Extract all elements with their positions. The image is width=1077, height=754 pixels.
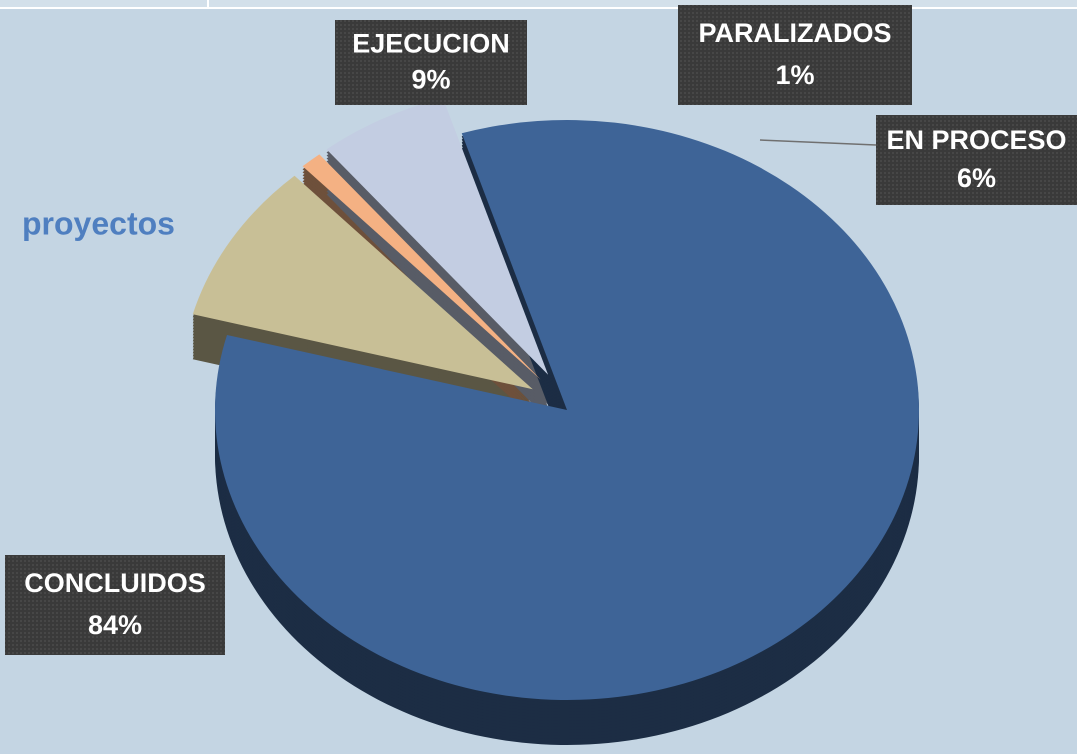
label-box xyxy=(335,20,527,105)
label-box xyxy=(5,555,225,655)
leader-line xyxy=(759,139,877,146)
label-box xyxy=(678,5,912,105)
top-band xyxy=(0,0,1077,8)
slice xyxy=(192,175,533,390)
category-label: PARALIZADOS xyxy=(699,18,892,48)
value-label: 1% xyxy=(775,60,814,90)
category-label: EJECUCION xyxy=(352,29,510,59)
value-label: 84% xyxy=(88,610,142,640)
slice xyxy=(302,154,541,380)
label-box xyxy=(876,115,1077,205)
slice xyxy=(326,98,549,375)
value-label: 6% xyxy=(957,163,996,193)
category-label: EN PROCESO xyxy=(886,125,1066,155)
value-label: 9% xyxy=(411,64,450,94)
slice xyxy=(214,120,920,701)
chart-title: proyectos xyxy=(22,205,175,241)
category-label: CONCLUIDOS xyxy=(24,568,206,598)
